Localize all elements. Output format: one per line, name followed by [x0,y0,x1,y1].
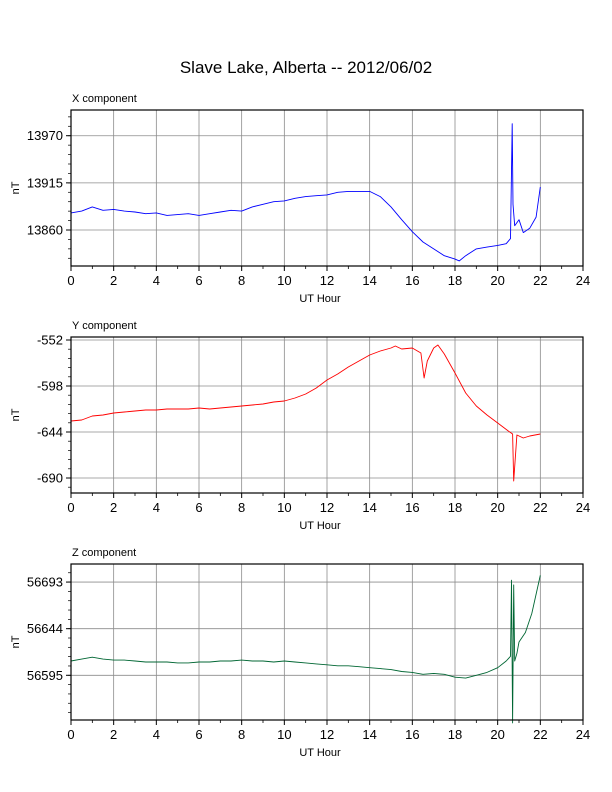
x-tick-label: 12 [320,273,334,288]
x-tick-label: 20 [490,727,504,742]
x-tick-label: 22 [533,500,547,515]
x-tick-label: 16 [405,273,419,288]
y-tick-label: -690 [37,471,63,486]
x-tick-label: 10 [277,500,291,515]
y-tick-label: 56644 [27,621,63,636]
panel-title: Y component [72,320,137,332]
x-tick-label: 4 [153,500,160,515]
y-tick-label: -552 [37,333,63,348]
x-tick-label: 0 [67,500,74,515]
y-tick-label: 13970 [27,128,63,143]
x-tick-label: 4 [153,727,160,742]
x-tick-label: 8 [238,500,245,515]
x-tick-label: 24 [576,273,590,288]
y-tick-label: -644 [37,425,63,440]
x-tick-label: 20 [490,500,504,515]
x-tick-label: 20 [490,273,504,288]
x-tick-label: 16 [405,727,419,742]
x-tick-label: 14 [362,727,376,742]
y-tick-label: 13860 [27,223,63,238]
x-tick-label: 0 [67,727,74,742]
x-tick-label: 12 [320,500,334,515]
x-tick-label: 22 [533,273,547,288]
x-tick-label: 6 [195,727,202,742]
y-tick-label: 56693 [27,575,63,590]
x-axis-label: UT Hour [299,520,341,532]
y-axis-label: nT [10,635,22,648]
x-tick-label: 16 [405,500,419,515]
x-tick-label: 18 [448,273,462,288]
x-axis-label: UT Hour [299,293,341,305]
x-tick-label: 8 [238,273,245,288]
y-tick-label: 56595 [27,668,63,683]
x-tick-label: 0 [67,273,74,288]
panel-title: X component [72,93,137,105]
x-tick-label: 6 [195,500,202,515]
x-tick-label: 2 [110,500,117,515]
x-axis-label: UT Hour [299,747,341,759]
x-tick-label: 22 [533,727,547,742]
series-line [71,575,540,723]
series-line [71,345,540,481]
series-line [71,124,540,261]
x-tick-label: 24 [576,727,590,742]
y-axis-label: nT [10,408,22,421]
x-tick-label: 8 [238,727,245,742]
x-tick-label: 18 [448,727,462,742]
y-axis-label: nT [10,181,22,194]
x-tick-label: 18 [448,500,462,515]
y-tick-label: -598 [37,379,63,394]
x-tick-label: 2 [110,727,117,742]
x-tick-label: 6 [195,273,202,288]
x-tick-label: 14 [362,273,376,288]
x-tick-label: 24 [576,500,590,515]
x-tick-label: 12 [320,727,334,742]
x-tick-label: 14 [362,500,376,515]
y-tick-label: 13915 [27,175,63,190]
panel-title: Z component [72,547,136,559]
x-tick-label: 4 [153,273,160,288]
x-tick-label: 2 [110,273,117,288]
x-tick-label: 10 [277,727,291,742]
x-tick-label: 10 [277,273,291,288]
